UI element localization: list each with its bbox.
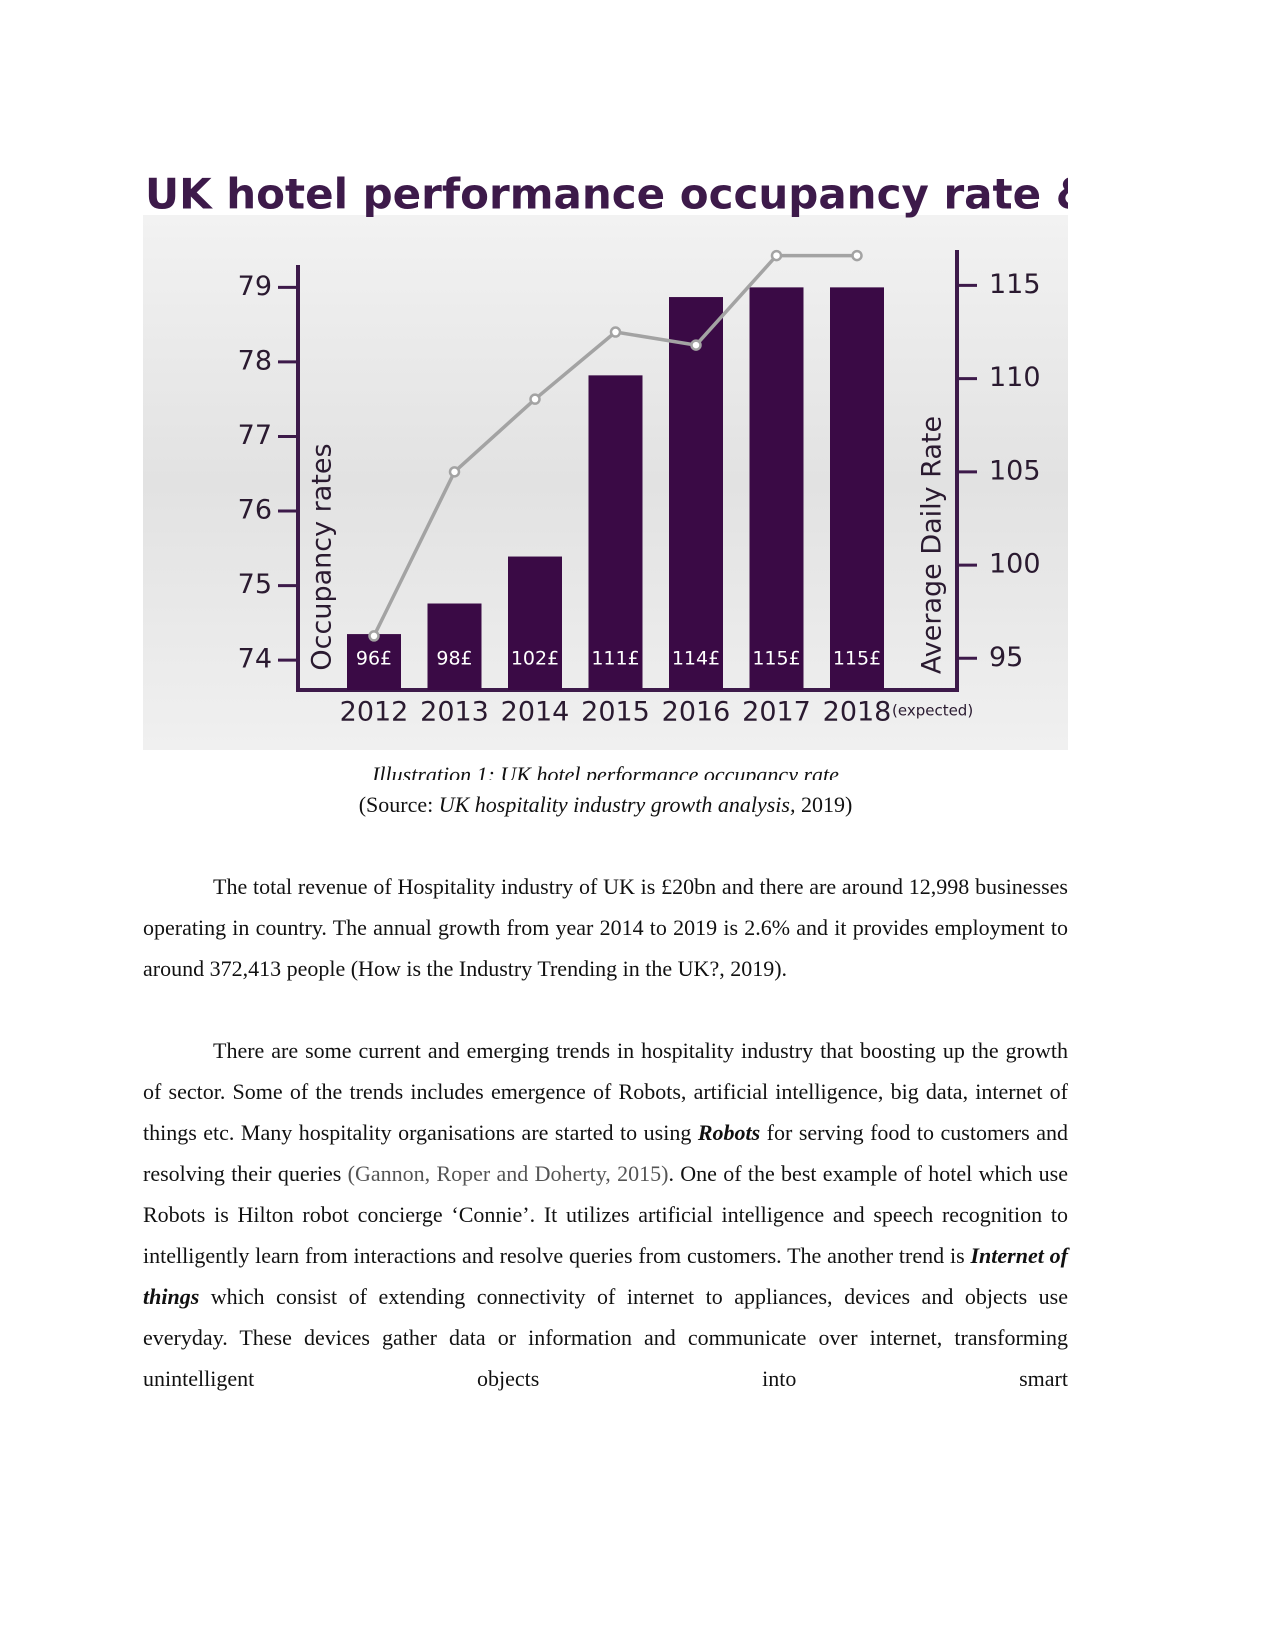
x-tick-label: 2018 bbox=[823, 697, 892, 728]
y-axis-title: Occupancy rates bbox=[307, 443, 338, 670]
text: There are some current and emerging tren… bbox=[143, 1038, 1068, 1145]
y-tick-label: 76 bbox=[238, 495, 272, 526]
text: . One of the best example of hotel which… bbox=[143, 1161, 1068, 1268]
line-marker bbox=[448, 466, 461, 478]
bar bbox=[830, 287, 884, 690]
source-text: (Source: bbox=[358, 792, 439, 817]
x-note: (expected) bbox=[892, 702, 973, 720]
chart: UK hotel performance occupancy rate & AD… bbox=[143, 170, 1068, 750]
emphasis: Internet of things bbox=[143, 1243, 1068, 1309]
bar-label: 102£ bbox=[511, 648, 559, 670]
line-marker bbox=[529, 393, 541, 405]
text: for serving food to customers and resolv… bbox=[143, 1120, 1068, 1186]
y-tick-label: 74 bbox=[238, 644, 272, 675]
bar-label: 111£ bbox=[591, 648, 639, 670]
emphasis: Robots bbox=[697, 1120, 761, 1145]
paragraph: There are some current and emerging tren… bbox=[143, 1030, 1068, 1399]
bar-label: 98£ bbox=[436, 648, 472, 670]
line-marker bbox=[690, 339, 702, 351]
bar bbox=[669, 297, 723, 690]
paragraph: The total revenue of Hospitality industr… bbox=[143, 874, 1068, 981]
citation: (Gannon, Roper and Doherty, 2015) bbox=[347, 1161, 669, 1186]
x-tick-label: 2015 bbox=[581, 697, 650, 728]
y2-tick-label: 95 bbox=[989, 642, 1023, 673]
y-tick-label: 75 bbox=[238, 569, 272, 600]
bar-label: 96£ bbox=[356, 648, 392, 670]
figure-source: (Source: UK hospitality industry growth … bbox=[143, 790, 1068, 820]
bar-label: 114£ bbox=[672, 648, 720, 670]
x-tick-label: 2016 bbox=[662, 697, 731, 728]
x-tick-label: 2017 bbox=[742, 697, 811, 728]
line-marker bbox=[770, 249, 783, 262]
line-marker bbox=[368, 630, 380, 642]
y2-tick-label: 115 bbox=[989, 269, 1041, 300]
bar bbox=[588, 375, 643, 690]
bar-label: 115£ bbox=[752, 648, 800, 670]
x-tick-label: 2014 bbox=[501, 697, 570, 728]
chart-title: UK hotel performance occupancy rate & AD… bbox=[145, 170, 1068, 219]
bar bbox=[749, 287, 804, 690]
y2-tick-label: 100 bbox=[989, 549, 1041, 580]
bar bbox=[347, 634, 401, 690]
y-tick-label: 78 bbox=[238, 345, 272, 376]
y-tick-label: 79 bbox=[238, 271, 272, 302]
x-tick-label: 2012 bbox=[340, 697, 409, 728]
bar bbox=[427, 603, 482, 690]
y2-tick-label: 110 bbox=[989, 362, 1041, 393]
x-tick-label: 2013 bbox=[420, 697, 489, 728]
y2-axis-title: Average Daily Rate bbox=[917, 416, 948, 674]
bar-label: 115£ bbox=[833, 648, 881, 670]
source-text: 2019) bbox=[795, 792, 853, 817]
line-marker bbox=[609, 326, 622, 338]
figure-caption: Illustration 1: UK hotel performance occ… bbox=[372, 762, 839, 780]
y2-tick-label: 105 bbox=[989, 455, 1041, 486]
y-tick-label: 77 bbox=[238, 420, 272, 451]
bar bbox=[508, 556, 562, 690]
text: which consist of extending connectivity … bbox=[143, 1284, 1068, 1391]
source-title: UK hospitality industry growth analysis, bbox=[438, 792, 796, 817]
line-marker bbox=[851, 249, 863, 262]
